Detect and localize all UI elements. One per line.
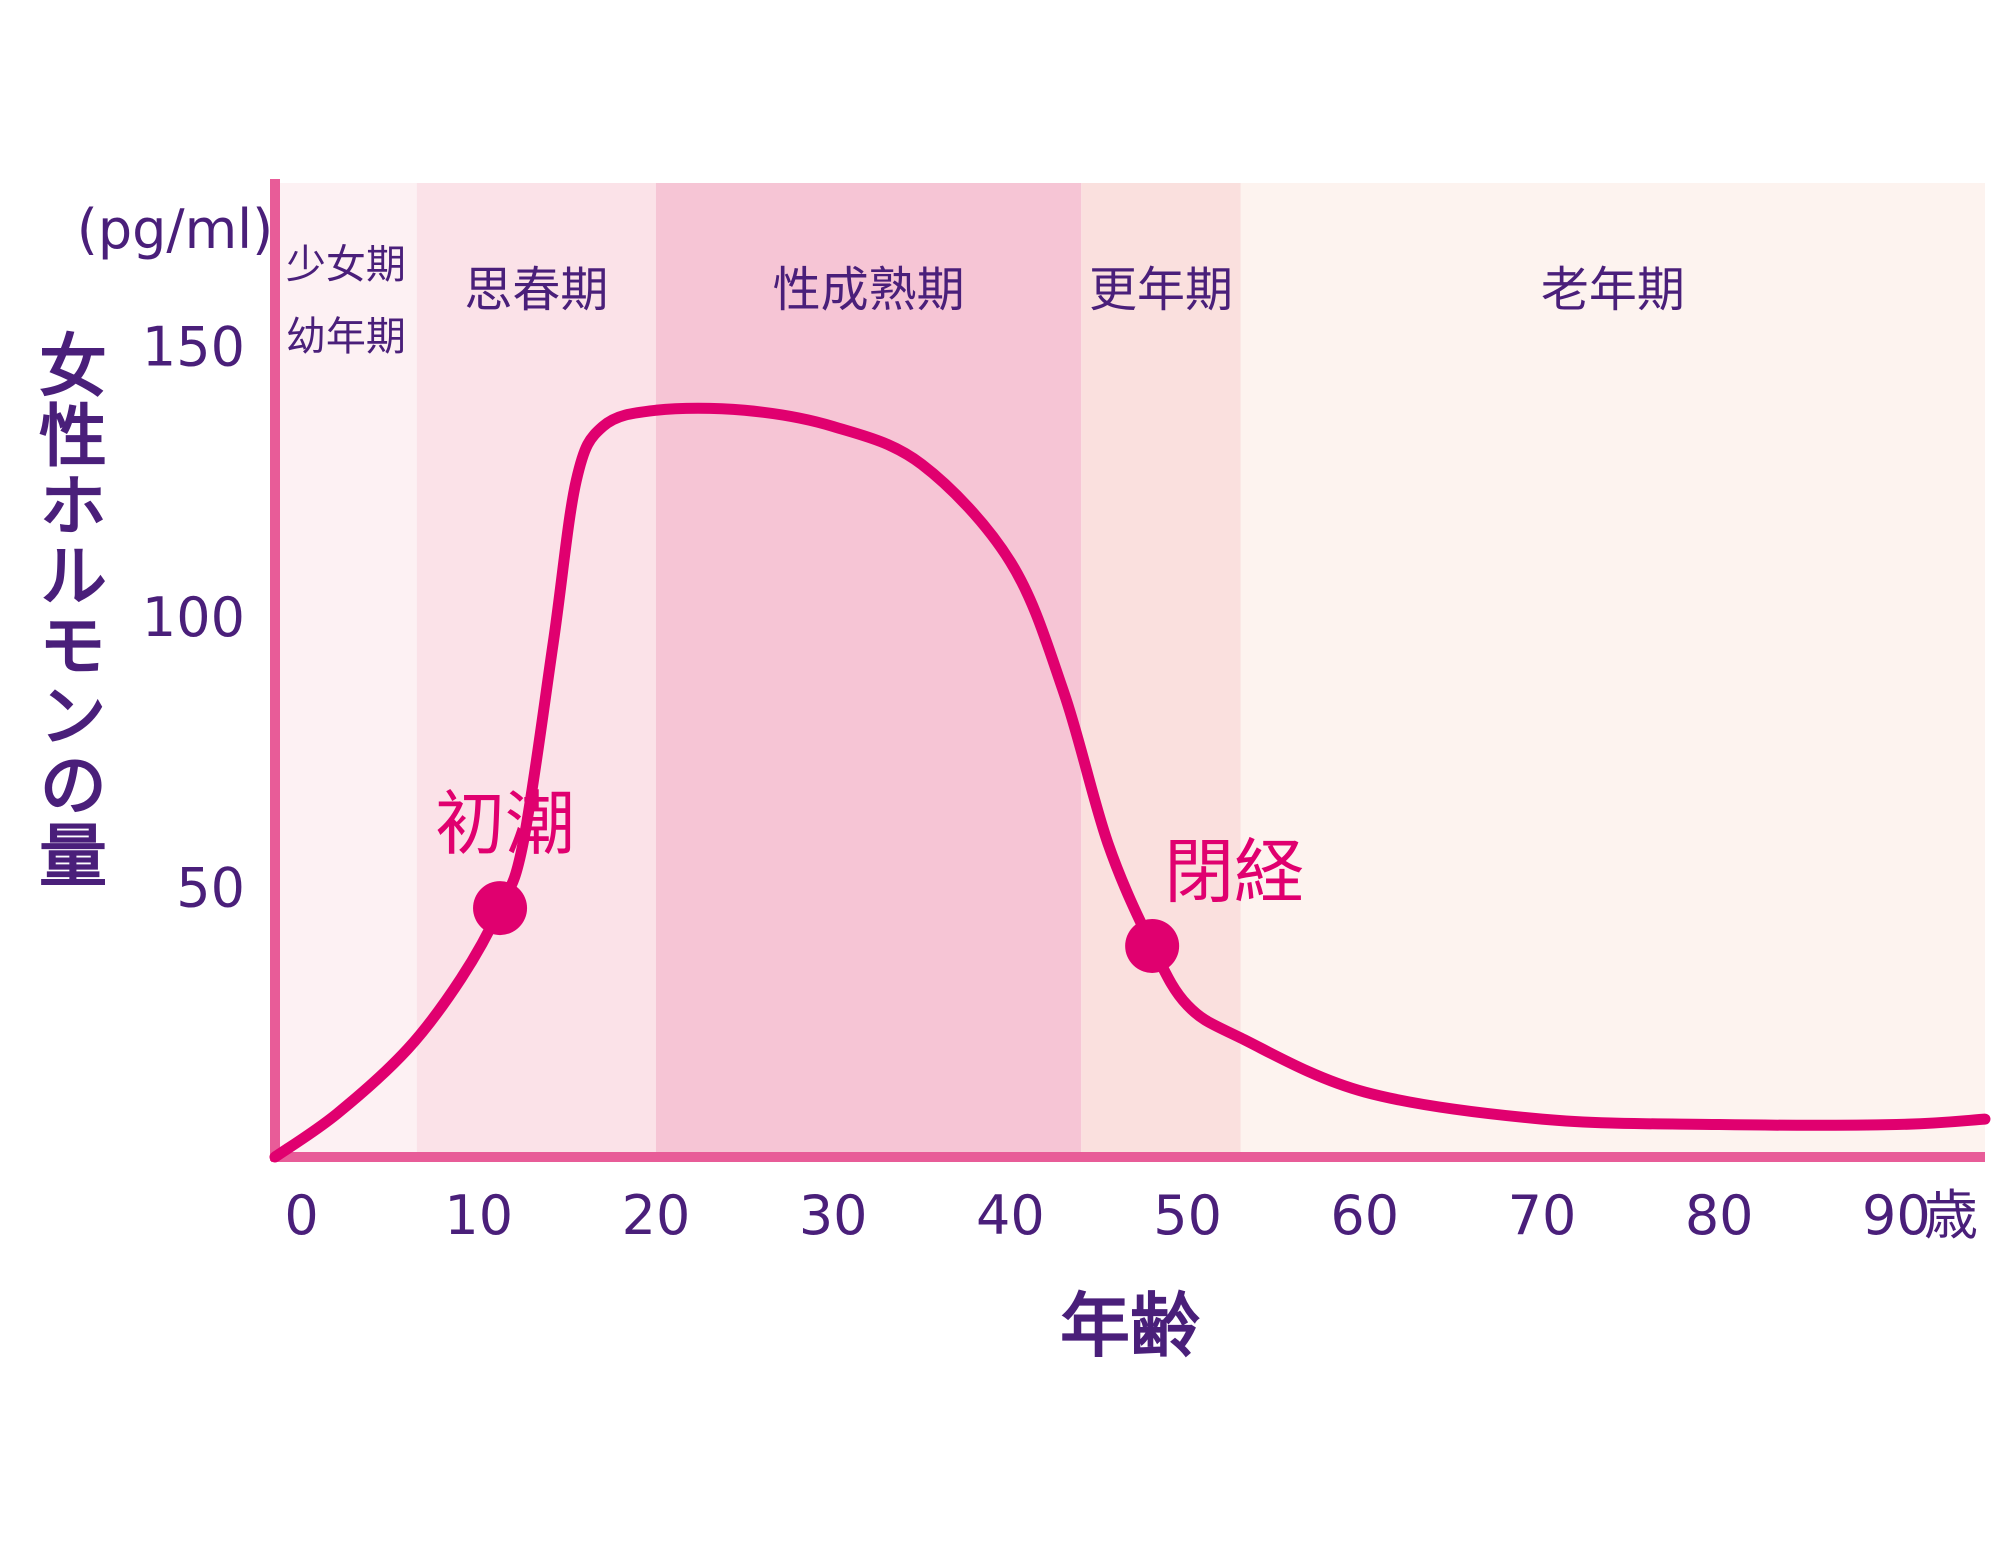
y-axis-label: 女性ホルモンの量 (27, 330, 107, 890)
stage-band-0 (275, 183, 417, 1157)
x-tick-label: 80 (1685, 1184, 1754, 1247)
stage-label-2: 性成熟期 (773, 262, 965, 318)
stage-label-1: 思春期 (464, 262, 608, 318)
x-unit-label: 歳 (1924, 1184, 1978, 1247)
stage-band-4 (1240, 183, 1985, 1157)
life-stage-bands (275, 183, 1985, 1157)
axes (270, 179, 1985, 1162)
annotation-dot-0 (473, 881, 528, 936)
x-tick-label: 10 (444, 1184, 513, 1247)
x-tick-label: 50 (1153, 1184, 1222, 1247)
x-tick-label: 20 (622, 1184, 691, 1247)
x-tick-label: 0 (284, 1184, 318, 1247)
stage-label-0-b: 幼年期 (286, 314, 406, 360)
stage-band-2 (655, 183, 1082, 1157)
annotation-dot-1 (1125, 918, 1180, 973)
x-tick-label: 60 (1330, 1184, 1399, 1247)
x-tick-label: 70 (1508, 1184, 1577, 1247)
stage-band-3 (1081, 183, 1241, 1157)
stage-label-4: 老年期 (1541, 262, 1685, 318)
x-tick-labels: 0 10 20 30 40 50 60 70 80 90 (284, 1184, 1930, 1247)
x-tick-label: 40 (976, 1184, 1045, 1247)
x-tick-label: 90 (1862, 1184, 1931, 1247)
x-axis-label: 年齢 (1060, 1285, 1200, 1367)
y-unit-label: (pg/ml) (77, 198, 274, 261)
y-tick-label: 50 (176, 856, 245, 919)
y-tick-label: 100 (142, 586, 245, 649)
stage-band-1 (416, 183, 656, 1157)
annotation-label-1: 閉経 (1164, 831, 1304, 913)
stage-label-0: 少女期 (286, 242, 406, 288)
y-tick-labels: 50 100 150 (142, 315, 245, 919)
annotation-label-0: 初潮 (435, 783, 575, 865)
y-tick-label: 150 (142, 315, 245, 378)
stage-label-3: 更年期 (1089, 262, 1233, 318)
x-tick-label: 30 (799, 1184, 868, 1247)
